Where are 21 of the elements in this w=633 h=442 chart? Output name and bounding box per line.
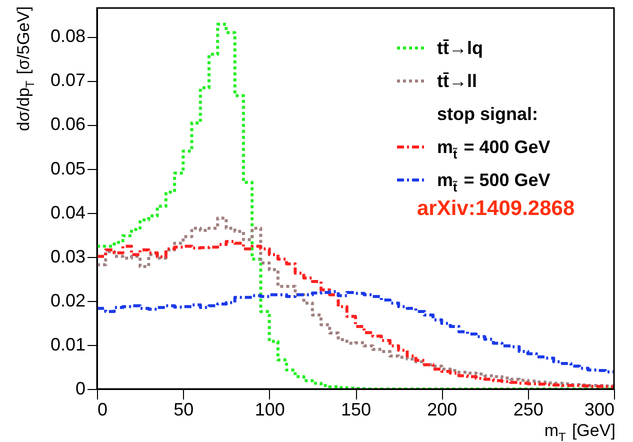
x-tick-label: 150 — [340, 400, 372, 420]
x-tick-label: 300 — [584, 400, 614, 420]
x-tick-label: 0 — [98, 400, 108, 420]
annotation: arXiv:1409.2868 — [417, 197, 575, 220]
annotation: stop signal: — [437, 104, 538, 124]
y-axis-title: dσ/dpT [σ/5GeV] — [14, 6, 38, 132]
y-tick-label: 0.04 — [50, 202, 86, 222]
y-tick-label: 0.07 — [50, 70, 86, 90]
y-tick-label: 0.03 — [50, 246, 86, 266]
y-tick-label: 0.08 — [50, 26, 86, 46]
y-tick-label: 0.06 — [50, 114, 86, 134]
x-tick-label: 200 — [427, 400, 458, 420]
x-tick-label: 100 — [254, 400, 285, 420]
y-tick-label: 0.01 — [50, 334, 86, 354]
legend-label: tt̄→ll — [437, 71, 477, 91]
y-tick-label: 0.02 — [50, 290, 86, 310]
x-tick-label: 50 — [174, 400, 194, 420]
y-tick-label: 0.05 — [50, 158, 86, 178]
y-tick-label: 0 — [75, 378, 86, 398]
legend-label: tt̄→lq — [437, 38, 483, 58]
x-tick-label: 250 — [513, 400, 544, 420]
